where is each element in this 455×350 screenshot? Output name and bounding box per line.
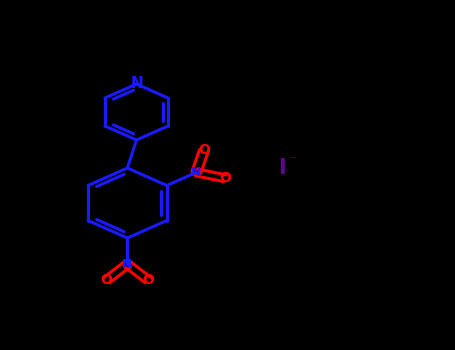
Text: O: O [198, 144, 210, 158]
Text: N: N [122, 258, 132, 271]
Text: I: I [278, 158, 286, 178]
Text: O: O [142, 273, 154, 287]
Text: N: N [191, 166, 202, 179]
Text: O: O [101, 273, 112, 287]
Text: N: N [130, 77, 143, 91]
Text: O: O [219, 171, 231, 185]
Text: ⁻: ⁻ [289, 154, 295, 167]
